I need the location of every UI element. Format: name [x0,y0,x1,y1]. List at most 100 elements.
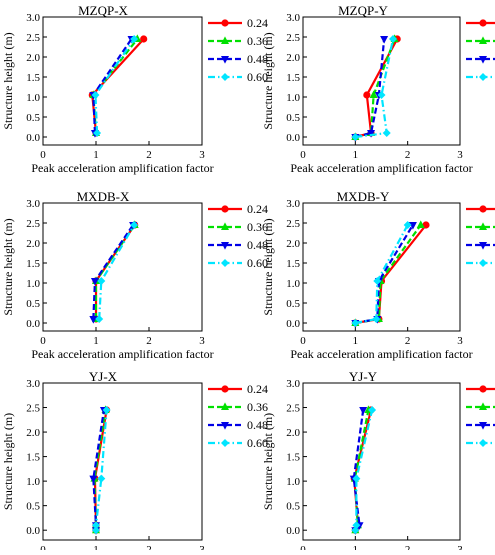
legend-marker [221,205,229,213]
data-point [90,278,99,286]
legend-label: 0.24 [247,202,268,216]
x-tick-label: 1 [93,335,99,347]
x-tick-label: 2 [405,544,411,550]
y-tick-label: 0.5 [26,501,40,513]
y-tick-label: 2.0 [286,52,300,64]
data-point [382,129,391,137]
legend-label: 0.36 [247,400,268,414]
legend-label: 0.48 [247,52,268,66]
y-tick-label: 0.5 [286,298,300,310]
legend-label: 0.60 [247,436,268,450]
x-tick-label: 0 [300,544,306,550]
x-tick-label: 2 [405,335,411,347]
plot-frame [302,16,461,146]
x-tick-label: 3 [199,335,205,347]
data-point [363,91,371,99]
series-0.24 [92,221,139,323]
x-axis-label: Peak acceleration amplification factor [290,347,472,361]
subplot-2: MXDB-X 0 1 2 3 0.0 0.5 1.0 1.5 2.0 2.5 3.0 Peak acce… [1,189,268,361]
data-point [389,35,398,43]
legend: 0.240.360.480.60 [466,19,495,81]
legend-label: 0.24 [247,16,268,30]
chart-title: MZQP-Y [338,3,388,18]
x-tick-label: 0 [300,335,306,347]
y-tick-label: 2.5 [26,218,40,230]
legend-marker [221,259,229,267]
legend-marker [221,222,229,230]
data-point [380,36,389,44]
y-tick-label: 2.5 [286,32,300,44]
data-point [352,474,361,483]
data-point [102,405,111,414]
legend-label: 0.48 [247,238,268,252]
data-point [408,222,417,230]
y-tick-label: 1.5 [286,452,300,464]
y-tick-label: 0.0 [286,318,300,330]
data-point [359,406,368,415]
y-tick-label: 0.0 [286,525,300,537]
data-point [140,35,148,43]
legend-marker [221,73,229,81]
y-tick-label: 2.0 [26,238,40,250]
legend-marker [221,36,229,44]
x-tick-label: 2 [405,149,411,161]
plot-frame [42,16,203,146]
legend-marker [221,402,229,410]
legend-label: 0.48 [247,418,268,432]
data-point [95,315,104,323]
y-tick-label: 1.5 [286,258,300,270]
x-tick-label: 1 [353,335,359,347]
series-line [355,224,409,325]
y-tick-label: 1.0 [26,92,40,104]
y-tick-label: 3.0 [286,378,300,390]
legend-marker [479,205,487,213]
y-tick-label: 2.0 [26,52,40,64]
y-tick-label: 2.5 [286,218,300,230]
x-tick-label: 1 [93,149,99,161]
series-line [98,224,136,320]
legend-marker [479,439,487,447]
series-0.60 [351,35,398,141]
legend: 0.240.360.480.60 [208,382,268,450]
series-0.24 [351,35,401,141]
legend-marker [479,36,487,44]
y-tick-label: 0.5 [286,501,300,513]
subplot-0: MZQP-X 0 1 2 3 0.0 0.5 1.0 1.5 2.0 2.5 3.0 Peak acce… [1,3,268,175]
y-tick-label: 1.0 [286,92,300,104]
chart-title: MXDB-Y [337,189,390,204]
legend: 0.240.360.480.60 [208,16,268,84]
x-tick-label: 0 [40,149,46,161]
y-tick-label: 3.0 [26,12,40,24]
y-tick-label: 2.0 [286,238,300,250]
subplot-1: MZQP-Y 0 1 2 3 0.0 0.5 1.0 1.5 2.0 2.5 3.0 Peak acce… [261,3,495,175]
data-point [351,319,360,327]
data-point [416,220,425,228]
data-point [352,521,361,530]
legend-label: 0.36 [247,34,268,48]
y-tick-label: 0.5 [26,112,40,124]
legend-marker [221,56,229,64]
data-point [372,315,381,323]
series-0.24 [88,35,148,137]
plot-frame [42,382,203,541]
y-axis-label: Structure height (m) [261,32,275,129]
legend-label: 0.36 [247,220,268,234]
data-point [92,526,100,535]
y-axis-label: Structure height (m) [1,413,15,510]
y-axis-label: Structure height (m) [261,218,275,315]
y-tick-label: 0.0 [26,132,40,144]
data-point [368,405,377,414]
data-point [351,133,360,141]
y-tick-label: 2.0 [286,427,300,439]
y-tick-label: 2.5 [26,32,40,44]
data-point [91,91,100,99]
x-tick-label: 2 [146,149,152,161]
legend: 0.240.360.480.60 [466,385,495,447]
plot-frame [302,382,461,541]
plot-frame [302,202,461,332]
data-point [377,91,386,99]
x-tick-label: 0 [40,335,46,347]
